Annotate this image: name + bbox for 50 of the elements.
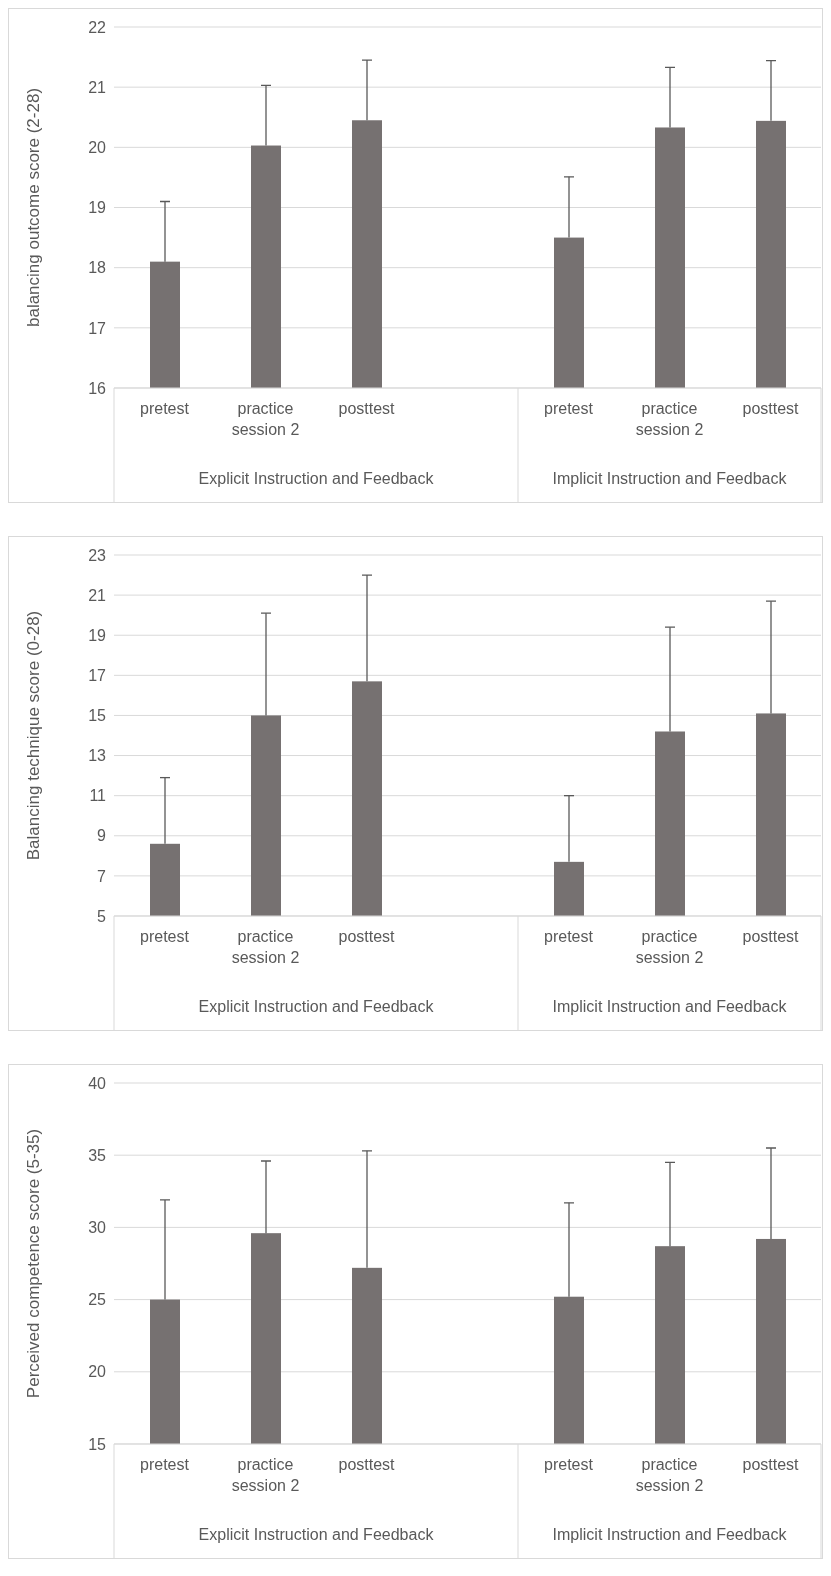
x-tick-label: practice session 2 [231, 1456, 300, 1494]
y-tick-label: 21 [88, 78, 107, 96]
y-tick-label: 25 [88, 1291, 107, 1309]
x-tick-label: practice session 2 [231, 928, 300, 966]
y-axis-title: balancing outcome score (2-28) [24, 87, 44, 328]
y-axis-title: Balancing technique score (0-28) [24, 610, 44, 861]
text: Explicit Instruction and Feedback [198, 1526, 435, 1543]
y-tick-label: 19 [88, 199, 107, 217]
text: Implicit Instruction and Feedback [552, 998, 788, 1015]
text: Implicit Instruction and Feedback [552, 470, 788, 487]
text: Explicit Instruction and Feedback [198, 470, 435, 487]
x-tick-label: posttest [742, 928, 800, 945]
text: Implicit Instruction and Feedback [552, 1526, 788, 1543]
y-tick-label: 30 [88, 1219, 107, 1237]
y-tick-label: 15 [88, 707, 107, 725]
x-tick-label: pretest [140, 1456, 190, 1473]
y-tick-label: 19 [88, 626, 107, 644]
x-tick-label: posttest [742, 400, 800, 417]
x-tick-label: practice session 2 [231, 400, 300, 438]
y-tick-label: 20 [88, 139, 107, 157]
x-tick-label: practice session 2 [635, 1456, 704, 1494]
x-tick-label: pretest [544, 400, 594, 417]
y-tick-label: 22 [88, 18, 107, 36]
x-tick-label: posttest [338, 928, 396, 945]
y-tick-label: 40 [88, 1074, 107, 1092]
y-tick-label: 13 [88, 747, 107, 765]
x-tick-label: pretest [140, 928, 190, 945]
y-tick-label: 17 [88, 667, 107, 685]
y-tick-label: 9 [97, 827, 107, 845]
y-tick-label: 21 [88, 586, 107, 604]
y-tick-label: 11 [89, 787, 107, 805]
x-tick-label: posttest [338, 400, 396, 417]
y-tick-label: 20 [88, 1363, 107, 1381]
y-tick-label: 5 [97, 907, 107, 925]
x-tick-label: posttest [742, 1456, 800, 1473]
x-tick-label: pretest [140, 400, 190, 417]
y-tick-label: 7 [97, 867, 107, 885]
y-tick-label: 16 [88, 379, 107, 397]
y-tick-label: 35 [88, 1146, 107, 1164]
y-tick-label: 17 [88, 319, 107, 337]
y-tick-label: 15 [88, 1435, 107, 1453]
y-tick-label: 18 [88, 259, 107, 277]
text: Explicit Instruction and Feedback [198, 998, 435, 1015]
x-tick-label: pretest [544, 1456, 594, 1473]
y-tick-label: 23 [88, 546, 107, 564]
x-tick-label: practice session 2 [635, 928, 704, 966]
x-tick-label: practice session 2 [635, 400, 704, 438]
y-axis-title: Perceived competence score (5-35) [24, 1128, 44, 1399]
x-tick-label: pretest [544, 928, 594, 945]
x-tick-label: posttest [338, 1456, 396, 1473]
